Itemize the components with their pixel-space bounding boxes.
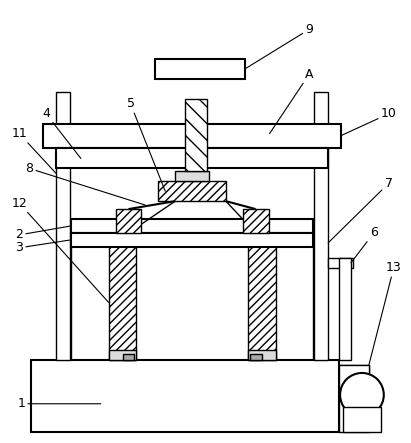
Bar: [31, 360, 339, 431]
Bar: [339, 258, 351, 360]
Text: 5: 5: [127, 97, 165, 191]
Bar: [185, 99, 207, 171]
Text: 9: 9: [245, 23, 313, 69]
Bar: [43, 124, 341, 148]
Text: 7: 7: [328, 177, 393, 243]
Bar: [71, 233, 313, 247]
Text: 8: 8: [25, 162, 145, 205]
Bar: [339, 365, 369, 377]
Text: 3: 3: [15, 240, 71, 254]
Bar: [175, 171, 209, 181]
Text: 6: 6: [351, 226, 378, 263]
Bar: [109, 350, 136, 360]
Text: A: A: [270, 67, 314, 134]
Bar: [243, 209, 268, 233]
Text: 4: 4: [42, 107, 81, 159]
Bar: [56, 148, 328, 168]
Bar: [155, 59, 245, 79]
Bar: [158, 181, 226, 201]
Bar: [248, 233, 275, 360]
Text: 2: 2: [15, 226, 71, 241]
Bar: [71, 233, 313, 360]
Bar: [339, 365, 369, 431]
Bar: [56, 92, 70, 360]
Bar: [71, 219, 313, 233]
Bar: [122, 354, 134, 360]
Bar: [328, 258, 353, 268]
Text: 1: 1: [17, 397, 101, 410]
Text: 10: 10: [341, 107, 397, 136]
Bar: [314, 92, 328, 360]
Circle shape: [340, 373, 384, 417]
Text: 11: 11: [12, 127, 56, 173]
Text: 12: 12: [12, 197, 109, 303]
Bar: [250, 354, 262, 360]
Bar: [248, 350, 275, 360]
Bar: [115, 209, 141, 233]
Text: 13: 13: [369, 261, 402, 365]
Bar: [109, 233, 136, 360]
Bar: [343, 407, 381, 431]
